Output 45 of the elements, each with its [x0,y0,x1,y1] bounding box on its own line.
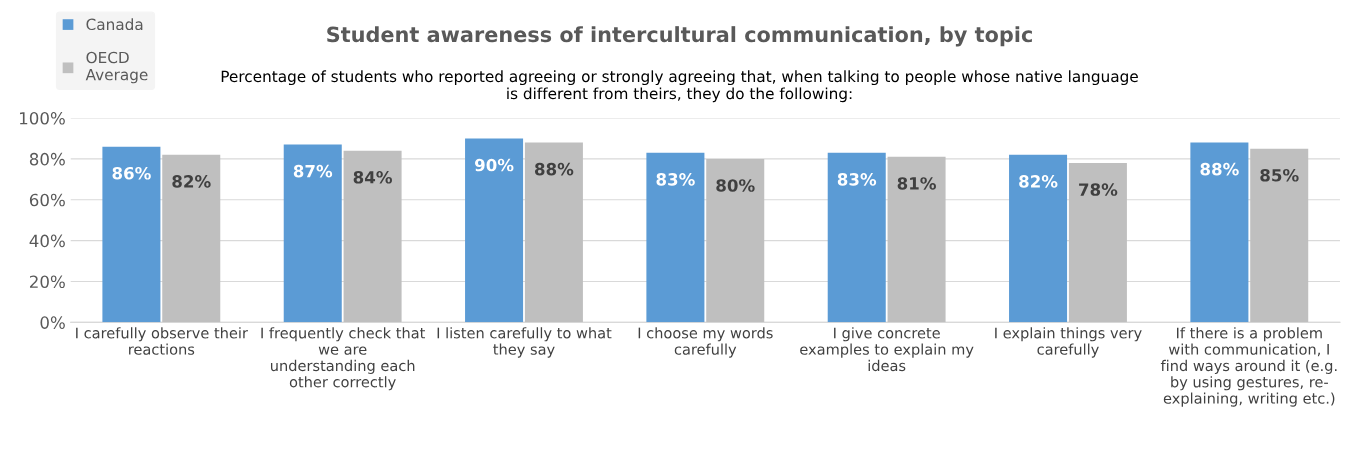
data-label: 88% [1200,162,1239,176]
data-label: 90% [474,158,514,172]
bar [646,152,705,323]
bar [827,152,886,323]
bar [1068,162,1127,323]
data-label: 87% [293,164,333,178]
legend-label: OECD Average [85,51,148,84]
data-label: 84% [353,171,392,184]
x-tick-label: If there is a problem with communication, I find ways around it (e.g. by using gestures, re- explaining, writing etc.) [1160,327,1337,407]
data-label: 83% [837,173,877,186]
bar [524,142,583,323]
data-label: 86% [112,166,151,180]
data-label: 82% [172,175,211,188]
bar [162,154,221,323]
data-label: 85% [1260,168,1299,182]
bar [1009,154,1068,323]
bar [343,150,402,323]
data-label: 80% [716,179,755,192]
y-tick-label: 0% [40,316,65,329]
bar [887,156,946,323]
legend-label: Canada [86,18,143,31]
data-label: 88% [534,162,574,176]
y-tick-label: 20% [29,275,65,289]
data-label: 83% [656,173,695,186]
y-tick-label: 80% [29,152,65,166]
y-tick-label: 40% [29,234,65,248]
chart-title: Student awareness of intercultural communication, by topic [327,26,1032,47]
x-tick-label: I listen carefully to what they say [437,327,612,358]
y-tick-label: 100% [19,112,65,125]
x-tick-label: I carefully observe their reactions [76,327,248,355]
data-label: 78% [1079,183,1118,196]
x-tick-label: I frequently check that we are understanding each other correctly [261,327,426,391]
bar [283,144,342,323]
bar [465,138,524,323]
bar [706,158,765,323]
x-tick-label: I explain things very carefully [995,327,1142,358]
data-label: 82% [1019,175,1058,188]
chart-subtitle: Percentage of students who reported agreeing or strongly agreeing that, when talking to people whose native language is different from theirs, they do the following: [221,70,1138,103]
bar [1190,142,1249,323]
data-label: 81% [897,177,936,190]
x-tick-label: I choose my words carefully [638,327,773,358]
y-tick-label: 60% [29,193,65,207]
bar [102,146,161,323]
bar [1250,148,1309,323]
x-tick-label: I give concrete examples to explain my ideas [800,327,974,372]
